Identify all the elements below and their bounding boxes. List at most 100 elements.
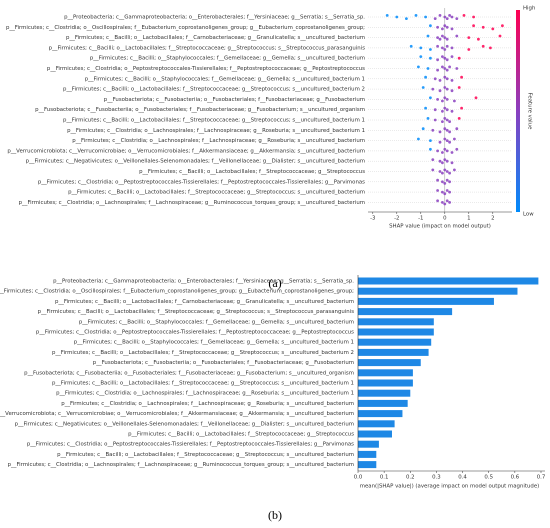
shap-point bbox=[438, 89, 442, 93]
shap-point bbox=[481, 25, 485, 29]
bar bbox=[358, 297, 494, 305]
shap-point bbox=[436, 36, 439, 39]
shap-point bbox=[441, 180, 444, 184]
shap-point bbox=[424, 106, 427, 110]
shap-point bbox=[489, 46, 492, 50]
x-tick-label: 2 bbox=[491, 216, 494, 222]
shap-point bbox=[438, 170, 442, 173]
shap-point bbox=[455, 34, 459, 38]
shap-point bbox=[481, 44, 485, 48]
shap-point bbox=[448, 180, 451, 184]
bar bbox=[358, 410, 403, 418]
shap-point bbox=[441, 151, 444, 154]
feature-label: p__Firmicutes; c__Bacilli; o__Lactobacil… bbox=[49, 45, 366, 51]
shap-point bbox=[433, 118, 437, 122]
shap-point bbox=[443, 56, 447, 60]
bar bbox=[358, 389, 411, 397]
shap-point bbox=[429, 24, 432, 28]
feature-label: p__Firmicutes; c__Bacilli; o__Lactobacil… bbox=[52, 350, 354, 356]
colorbar-low: Low bbox=[523, 212, 534, 218]
feature-label: p__Fusobacteriota; c__Fusobacteriia; o__… bbox=[24, 370, 354, 376]
shap-point bbox=[443, 86, 447, 89]
shap-point bbox=[448, 201, 451, 204]
bar bbox=[358, 287, 518, 295]
feature-label: p__Firmicutes; c__Bacilli; o__Lactobacil… bbox=[38, 309, 355, 315]
shap-point bbox=[450, 161, 454, 165]
shap-point bbox=[453, 99, 456, 103]
shap-point bbox=[441, 27, 444, 31]
shap-point bbox=[448, 14, 451, 17]
shap-point bbox=[450, 55, 454, 58]
x-tick-label: 0.4 bbox=[458, 475, 467, 481]
shap-point bbox=[436, 98, 439, 101]
shap-point bbox=[436, 25, 439, 29]
shap-point bbox=[457, 86, 461, 89]
shap-point bbox=[414, 14, 418, 17]
bar bbox=[358, 348, 429, 356]
shap-point bbox=[443, 168, 447, 172]
bar bbox=[358, 318, 434, 326]
bar bbox=[358, 277, 539, 285]
shap-point bbox=[443, 75, 447, 79]
shap-point bbox=[424, 75, 427, 79]
shap-point bbox=[445, 189, 449, 192]
shap-point bbox=[426, 117, 430, 120]
shap-point bbox=[450, 15, 454, 19]
x-tick-label: 0.2 bbox=[406, 475, 415, 481]
feature-label: p__Firmicutes; c__Negativicutes; o__Veil… bbox=[15, 421, 354, 427]
feature-label: p__Firmicutes; c__Bacilli; o__Staphyloco… bbox=[74, 340, 354, 346]
shap-point bbox=[445, 17, 449, 20]
feature-label: p__Proteobacteria; c__Gammaproteobacteri… bbox=[64, 15, 365, 21]
shap-point bbox=[431, 158, 435, 162]
shap-point bbox=[453, 168, 456, 172]
shap-point bbox=[501, 24, 504, 28]
colorbar-high: High bbox=[523, 6, 535, 12]
bar bbox=[358, 430, 392, 438]
shap-point bbox=[436, 44, 439, 48]
shap-point bbox=[421, 86, 425, 89]
shap-point bbox=[419, 46, 423, 50]
x-tick-label: -1 bbox=[418, 216, 423, 222]
feature-label: p__Firmicutes; c__Bacilli; o__Lactobacil… bbox=[52, 381, 354, 387]
feature-label: p__Firmicutes; c__Bacilli; o__Lactobacil… bbox=[63, 87, 365, 93]
x-tick-label: 0.5 bbox=[484, 475, 493, 481]
shap-point bbox=[443, 202, 447, 206]
shap-point bbox=[441, 34, 444, 38]
shap-point bbox=[438, 140, 442, 144]
shap-point bbox=[467, 48, 471, 51]
feature-label: p__Firmicutes; c__Clostridia; o__Oscillo… bbox=[0, 289, 354, 295]
shap-point bbox=[445, 108, 449, 112]
shap-point bbox=[448, 140, 451, 144]
shap-point bbox=[431, 87, 435, 91]
shap-point bbox=[460, 106, 463, 110]
shap-point bbox=[441, 161, 444, 165]
shap-point bbox=[443, 15, 447, 19]
shap-point bbox=[405, 17, 408, 20]
shap-point bbox=[448, 171, 451, 175]
shap-point bbox=[445, 37, 449, 41]
colorbar bbox=[516, 10, 520, 212]
shap-point bbox=[443, 192, 447, 196]
x-axis-label: SHAP value (impact on model output) bbox=[389, 224, 491, 230]
shap-point bbox=[443, 127, 447, 131]
shap-point bbox=[448, 65, 451, 69]
colorbar-label: Feature value bbox=[527, 93, 533, 130]
shap-point bbox=[419, 55, 423, 58]
feature-label: p__Firmicutes; c__Clostridia; o__Lachnos… bbox=[61, 401, 354, 407]
x-tick-label: 0 bbox=[443, 216, 447, 222]
shap-point bbox=[443, 67, 447, 70]
shap-point bbox=[441, 55, 444, 58]
shap-point bbox=[472, 24, 475, 28]
feature-label: p__Firmicutes; c__Bacilli; o__Lactobacil… bbox=[139, 169, 365, 175]
shap-point bbox=[455, 147, 459, 151]
shap-point bbox=[438, 37, 442, 41]
shap-point bbox=[445, 25, 449, 29]
shap-point bbox=[433, 77, 437, 81]
shap-point bbox=[445, 87, 449, 91]
feature-label: p__Firmicutes; c__Clostridia; o__Peptost… bbox=[36, 330, 354, 336]
shap-point bbox=[417, 65, 420, 69]
shap-point bbox=[395, 15, 399, 19]
shap-point bbox=[445, 178, 449, 182]
shap-point bbox=[433, 108, 437, 112]
shap-point bbox=[455, 17, 459, 20]
